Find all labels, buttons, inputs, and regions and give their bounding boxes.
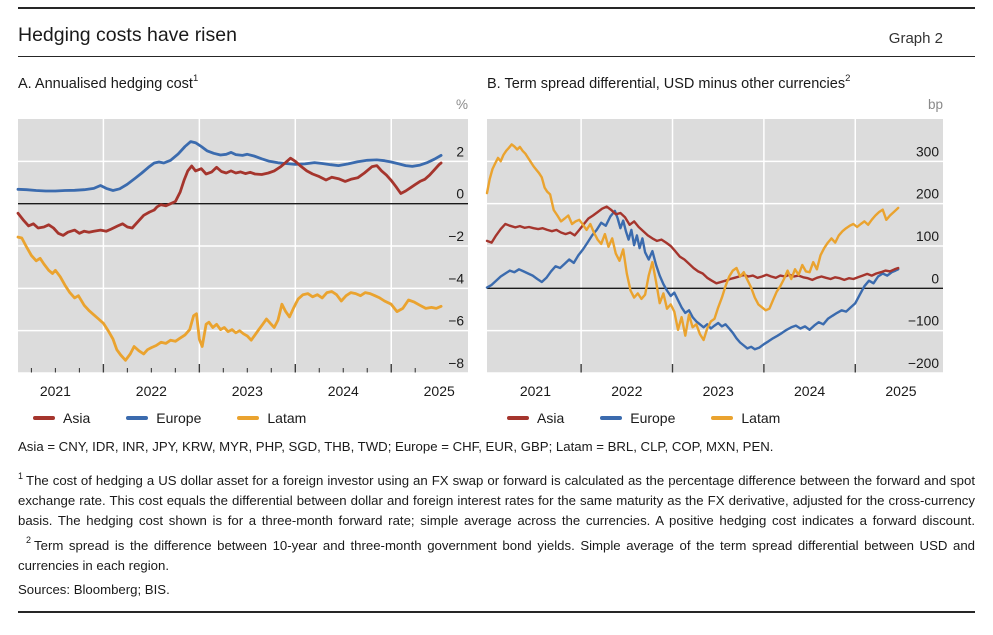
footnote-1-marker: 1 xyxy=(18,471,24,481)
legend-swatch-europe xyxy=(600,416,623,420)
legend-label: Europe xyxy=(156,410,202,426)
legend-label: Latam xyxy=(267,410,307,426)
panel-b-chart: 300 200 100 0 −100 −200 2021 2022 2023 2024 2025 xyxy=(485,119,943,399)
panel-b-title: B. Term spread differential, USD minus o… xyxy=(487,73,851,92)
footnotes-paragraph: 1 The cost of hedging a US dollar asset f… xyxy=(18,467,975,576)
currencies-note: Asia = CNY, IDR, INR, JPY, KRW, MYR, PHP… xyxy=(18,439,774,454)
legend-item-latam: Latam xyxy=(237,410,306,426)
bottom-rule xyxy=(18,611,975,613)
svg-text:−200: −200 xyxy=(908,356,939,371)
panel-b-footnote-marker: 2 xyxy=(845,73,851,84)
svg-text:−6: −6 xyxy=(448,314,464,329)
svg-text:0: 0 xyxy=(931,271,939,286)
svg-text:0: 0 xyxy=(456,187,464,202)
legend-label: Asia xyxy=(63,410,91,426)
svg-text:−8: −8 xyxy=(448,356,464,371)
svg-text:2022: 2022 xyxy=(611,383,642,399)
legend-item-latam: Latam xyxy=(711,410,780,426)
legend-swatch-asia xyxy=(507,416,529,420)
legend-label: Europe xyxy=(630,410,676,426)
svg-text:2022: 2022 xyxy=(136,383,167,399)
panel-b-unit-label: bp xyxy=(927,97,943,112)
svg-text:300: 300 xyxy=(916,144,939,159)
panel-a-chart: 2 0 −2 −4 −6 −8 2021 2022 2023 2024 2025 xyxy=(16,119,468,399)
svg-text:2025: 2025 xyxy=(885,383,916,399)
footnote-2-marker: 2 xyxy=(26,535,32,546)
svg-text:−2: −2 xyxy=(448,229,464,244)
legend-swatch-asia xyxy=(33,416,55,420)
panel-b-title-text: B. Term spread differential, USD minus o… xyxy=(487,75,846,92)
title-divider xyxy=(18,56,975,57)
legend-label: Asia xyxy=(537,410,565,426)
svg-text:2024: 2024 xyxy=(794,383,825,399)
sources-line: Sources: Bloomberg; BIS. xyxy=(18,582,170,597)
panel-a-title-text: A. Annualised hedging cost xyxy=(18,75,193,92)
legend-label: Latam xyxy=(741,410,781,426)
svg-text:2025: 2025 xyxy=(424,383,455,399)
svg-text:2: 2 xyxy=(456,144,464,159)
legend-swatch-latam xyxy=(711,416,734,420)
graph-number-label: Graph 2 xyxy=(888,30,943,47)
panel-a-title: A. Annualised hedging cost1 xyxy=(18,73,199,92)
footnote-2-text: Term spread is the difference between 10… xyxy=(18,537,975,573)
legend-swatch-latam xyxy=(237,416,260,420)
svg-text:2021: 2021 xyxy=(40,383,71,399)
panel-b-legend: Asia Europe Latam xyxy=(507,409,816,427)
svg-text:200: 200 xyxy=(916,187,939,202)
svg-text:2023: 2023 xyxy=(703,383,734,399)
svg-text:2023: 2023 xyxy=(232,383,263,399)
svg-text:2021: 2021 xyxy=(520,383,551,399)
legend-item-europe: Europe xyxy=(126,410,201,426)
svg-text:−100: −100 xyxy=(908,314,939,329)
page-title: Hedging costs have risen xyxy=(18,24,237,46)
legend-swatch-europe xyxy=(126,416,149,420)
legend-item-asia: Asia xyxy=(33,410,90,426)
svg-text:100: 100 xyxy=(916,229,939,244)
svg-text:2024: 2024 xyxy=(328,383,359,399)
panel-a-legend: Asia Europe Latam xyxy=(33,409,342,427)
panel-a-unit-label: % xyxy=(455,97,468,112)
top-rule xyxy=(18,7,975,9)
legend-item-europe: Europe xyxy=(600,410,675,426)
panel-a-footnote-marker: 1 xyxy=(192,73,199,84)
legend-item-asia: Asia xyxy=(507,410,564,426)
footnote-1-text: The cost of hedging a US dollar asset fo… xyxy=(18,473,975,529)
svg-text:−4: −4 xyxy=(448,271,464,286)
